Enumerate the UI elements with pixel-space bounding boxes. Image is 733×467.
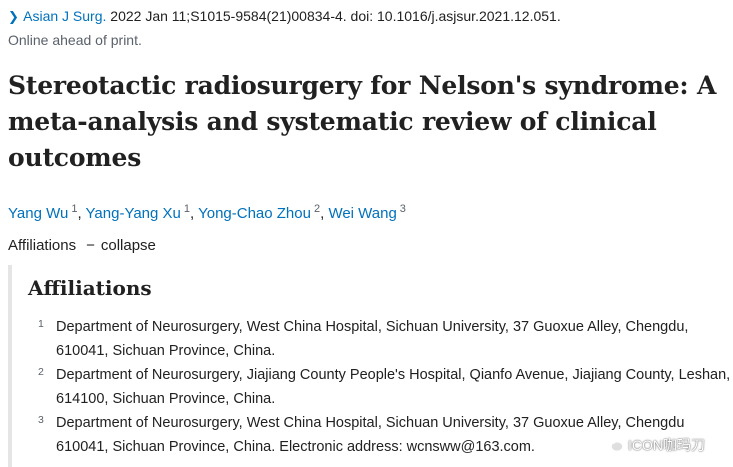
chevron-right-icon[interactable]: ❯ xyxy=(8,9,19,24)
collapse-link[interactable]: collapse xyxy=(100,237,156,254)
citation-details: 2022 Jan 11;S1015-9584(21)00834-4. doi: … xyxy=(110,8,561,24)
affiliations-toggle[interactable]: Affiliations − collapse xyxy=(8,235,156,257)
wechat-icon xyxy=(604,437,624,453)
author-affiliation-ref[interactable]: 1 xyxy=(183,203,191,215)
affiliation-number: 1 xyxy=(38,318,44,330)
journal-link[interactable]: Asian J Surg. xyxy=(23,8,107,24)
author-affiliation-ref[interactable]: 2 xyxy=(313,203,321,215)
affiliation-number: 3 xyxy=(38,414,44,426)
author-link[interactable]: Yang Wu xyxy=(8,205,69,222)
author-affiliation-ref[interactable]: 1 xyxy=(71,203,78,215)
affiliation-text: Department of Neurosurgery, West China H… xyxy=(56,415,685,455)
affiliations-toggle-label: Affiliations xyxy=(8,237,77,254)
affiliations-panel: Affiliations 1 Department of Neurosurger… xyxy=(8,265,733,467)
affiliations-heading: Affiliations xyxy=(28,276,152,300)
authors-list: Yang Wu 1, Yang-Yang Xu 1, Yong-Chao Zhou 2… xyxy=(8,203,406,222)
affiliation-number: 2 xyxy=(38,366,44,378)
affiliations-list: 1 Department of Neurosurgery, West China… xyxy=(28,315,733,459)
author-link[interactable]: Yang-Yang Xu xyxy=(85,205,181,222)
affiliation-item: 2 Department of Neurosurgery, Jiajiang C… xyxy=(28,363,733,411)
affiliation-item: 1 Department of Neurosurgery, West China… xyxy=(28,315,733,363)
author-link[interactable]: Wei Wang xyxy=(328,205,397,222)
affiliation-text: Department of Neurosurgery, Jiajiang Cou… xyxy=(56,367,731,407)
author-affiliation-ref[interactable]: 3 xyxy=(399,203,406,215)
watermark: ICON咖玛刀 xyxy=(604,435,705,455)
collapse-dash-icon: − xyxy=(86,237,95,254)
citation-line: ❯ Asian J Surg. 2022 Jan 11;S1015-9584(2… xyxy=(8,6,561,27)
affiliation-item: 3 Department of Neurosurgery, West China… xyxy=(28,411,733,459)
epub-status: Online ahead of print. xyxy=(8,32,142,48)
article-title: Stereotactic radiosurgery for Nelson's s… xyxy=(8,71,717,172)
author-link[interactable]: Yong-Chao Zhou xyxy=(198,205,311,222)
watermark-text: ICON咖玛刀 xyxy=(628,437,705,453)
affiliation-text: Department of Neurosurgery, West China H… xyxy=(56,319,689,359)
